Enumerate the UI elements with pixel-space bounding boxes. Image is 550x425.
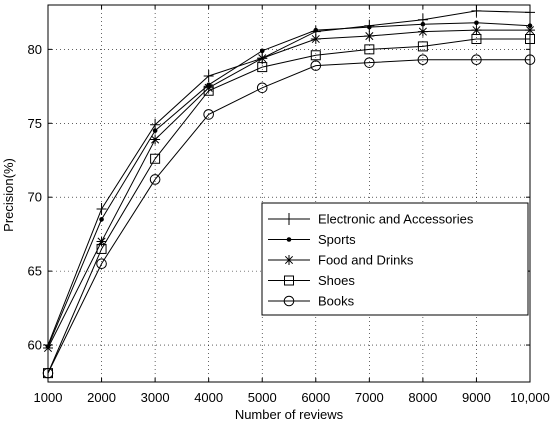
grid-lines — [48, 5, 530, 382]
y-tick-label: 65 — [28, 264, 42, 279]
square-marker — [284, 275, 294, 286]
legend-entry: Electronic and Accessories — [268, 212, 474, 227]
star-marker — [257, 53, 268, 64]
star-marker — [417, 26, 428, 37]
dot-marker — [152, 128, 158, 133]
plus-marker — [284, 213, 294, 225]
legend-entry: Shoes — [268, 273, 355, 288]
x-tick-label: 9000 — [462, 390, 491, 405]
circle-marker — [149, 174, 161, 185]
square-marker — [150, 153, 161, 164]
dot-marker — [286, 237, 292, 242]
square-marker — [96, 243, 107, 254]
dot-marker — [313, 27, 319, 33]
x-tick-label: 1000 — [34, 390, 63, 405]
square-marker — [417, 41, 428, 52]
star-marker — [310, 34, 321, 45]
series-layer — [42, 4, 536, 379]
square-marker — [257, 62, 268, 73]
x-tick-label: 4000 — [194, 390, 223, 405]
series-line — [47, 59, 530, 374]
star-marker — [96, 236, 107, 247]
x-tick-label: 5000 — [248, 390, 277, 405]
legend-label: Sports — [318, 232, 356, 247]
plot-frame — [47, 4, 531, 383]
star-marker — [364, 31, 375, 42]
star-marker — [284, 255, 294, 265]
x-tick-label: 2000 — [87, 390, 116, 405]
legend-label: Food and Drinks — [318, 253, 414, 268]
y-tick-labels: 60 65 70 75 80 — [28, 42, 530, 353]
square-marker — [310, 50, 321, 61]
plus-marker — [203, 69, 214, 82]
x-tick-label: 8000 — [408, 390, 437, 405]
legend: Electronic and Accessories Sports Food and… — [261, 202, 529, 316]
x-tick-labels: 1000 2000 3000 4000 5000 6000 7000 8000 9000 10,0… — [34, 5, 550, 405]
star-marker — [471, 25, 482, 36]
y-tick-label: 60 — [28, 338, 42, 353]
circle-marker — [417, 54, 429, 66]
series-line — [47, 29, 530, 349]
legend-label: Electronic and Accessories — [318, 212, 474, 227]
dot-marker — [99, 217, 104, 222]
dot-marker — [420, 21, 426, 27]
series-line — [47, 22, 531, 347]
series-line — [47, 38, 530, 374]
legend-entry: Food and Drinks — [268, 253, 414, 268]
plus-marker — [96, 203, 107, 216]
y-tick-label: 70 — [28, 190, 42, 205]
dot-marker — [474, 20, 479, 26]
circle-marker — [96, 258, 107, 270]
legend-items: Electronic and Accessories Sports Food and… — [268, 212, 474, 309]
circle-marker — [471, 54, 482, 66]
legend-label: Shoes — [318, 273, 355, 288]
legend-box — [261, 202, 529, 316]
circle-marker — [203, 109, 214, 120]
circle-marker — [256, 82, 268, 94]
x-tick-label: 7000 — [355, 390, 384, 405]
y-tick-label: 75 — [28, 116, 42, 131]
x-tick-label: 6000 — [301, 390, 330, 405]
square-marker — [364, 44, 375, 55]
square-marker — [471, 34, 482, 45]
series-line — [47, 10, 531, 346]
star-marker — [150, 134, 161, 145]
y-axis-label: Precision(%) — [1, 158, 16, 232]
circle-marker — [364, 57, 375, 68]
star-marker — [203, 82, 214, 93]
y-tick-label: 80 — [28, 42, 42, 57]
dot-marker — [259, 48, 265, 54]
x-tick-label: 3000 — [141, 390, 170, 405]
x-tick-label: 10,000 — [510, 390, 550, 405]
legend-label: Books — [318, 294, 355, 309]
circle-marker — [310, 60, 322, 71]
legend-entry: Sports — [268, 232, 356, 247]
legend-entry: Books — [268, 294, 355, 309]
circle-marker — [283, 295, 295, 307]
x-axis-label: Number of reviews — [235, 407, 344, 422]
dot-marker — [367, 24, 372, 30]
square-marker — [203, 85, 214, 96]
